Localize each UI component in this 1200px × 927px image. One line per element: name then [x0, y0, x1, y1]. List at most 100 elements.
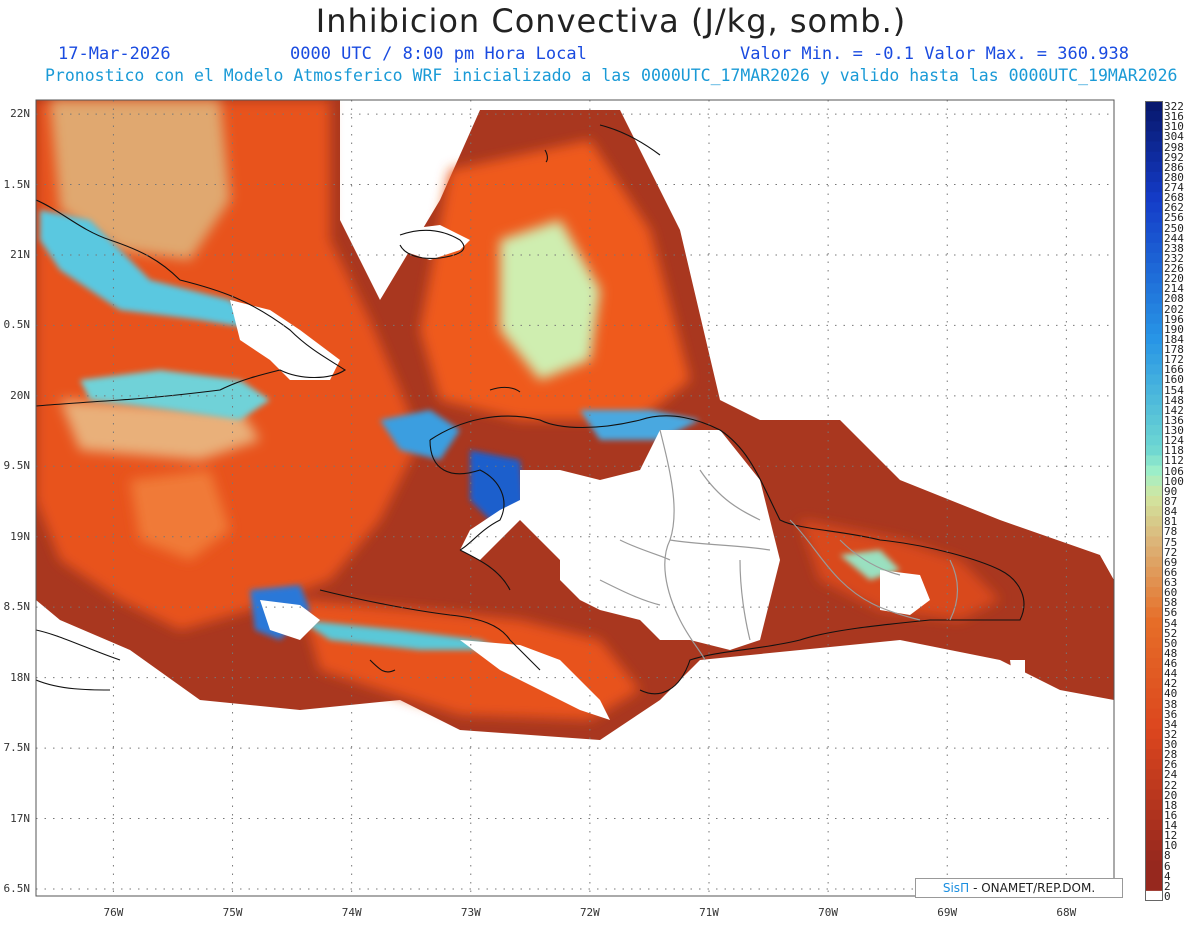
colorbar-swatch [1145, 647, 1163, 659]
nodata-east-ocean-mask [1100, 555, 1114, 580]
cin-field-cyan-south-haiti [300, 620, 500, 650]
colorbar-swatch [1145, 546, 1163, 558]
colorbar-swatch [1145, 495, 1163, 507]
colorbar-label: 292 [1164, 150, 1184, 164]
colorbar-label: 118 [1164, 444, 1184, 458]
colorbar-label: 58 [1164, 596, 1178, 610]
colorbar-label: 190 [1164, 322, 1184, 336]
colorbar-swatch [1145, 708, 1163, 720]
colorbar-swatch [1145, 688, 1163, 700]
colorbar-swatch [1145, 587, 1163, 598]
colorbar-label: 130 [1164, 424, 1184, 438]
colorbar-label: 18 [1164, 798, 1178, 812]
colorbar-swatch [1145, 597, 1163, 608]
lat-label: 19N [10, 529, 30, 543]
colorbar-label: 44 [1164, 667, 1178, 681]
colorbar-label: 238 [1164, 241, 1184, 255]
colorbar-swatch [1145, 101, 1163, 112]
nodata-east-dr [880, 570, 930, 615]
colorbar-swatch [1145, 506, 1163, 517]
colorbar-label: 8 [1164, 849, 1171, 863]
colorbar-label: 142 [1164, 403, 1184, 417]
colorbar-label: 10 [1164, 839, 1178, 853]
lat-label: 6.5N [3, 881, 31, 895]
colorbar-swatch [1145, 283, 1163, 295]
colorbar-label: 214 [1164, 282, 1184, 296]
colorbar-label: 148 [1164, 393, 1184, 407]
colorbar-swatch [1145, 384, 1163, 396]
colorbar-swatch [1145, 657, 1163, 669]
colorbar-swatch [1145, 273, 1163, 284]
colorbar-label: 256 [1164, 211, 1184, 225]
colorbar-swatch [1145, 728, 1163, 740]
colorbar-swatch [1145, 232, 1163, 244]
colorbar-swatch [1145, 718, 1163, 730]
colorbar-swatch [1145, 738, 1163, 750]
colorbar-label: 75 [1164, 535, 1178, 549]
colorbar-label: 16 [1164, 808, 1178, 822]
nodata-isla [1010, 660, 1025, 676]
colorbar-label: 298 [1164, 140, 1184, 154]
colorbar-swatch [1145, 890, 1163, 901]
colorbar-swatch [1145, 819, 1163, 831]
colorbar-swatch [1145, 668, 1163, 679]
colorbar-label: 34 [1164, 717, 1178, 731]
colorbar-label: 208 [1164, 292, 1184, 306]
colorbar-label: 22 [1164, 778, 1178, 792]
colorbar-label: 106 [1164, 464, 1184, 478]
colorbar-swatch [1145, 141, 1163, 153]
colorbar-label: 6 [1164, 859, 1171, 873]
colorbar-label: 90 [1164, 484, 1178, 498]
colorbar-swatch [1145, 880, 1163, 892]
colorbar-label: 2 [1164, 879, 1171, 893]
colorbar-swatch [1145, 425, 1163, 436]
colorbar-label: 30 [1164, 738, 1178, 752]
colorbar-swatch [1145, 242, 1163, 254]
colorbar-label: 78 [1164, 525, 1178, 539]
colorbar-swatch [1145, 759, 1163, 770]
colorbar-label: 166 [1164, 363, 1184, 377]
lat-label: 20N [10, 388, 30, 402]
nodata-cuba-east [230, 300, 340, 380]
nodata-haiti-tiburon [460, 640, 610, 720]
colorbar-label: 36 [1164, 707, 1178, 721]
colorbar-swatch [1145, 212, 1163, 224]
lon-label: 69W [937, 906, 958, 919]
lon-label: 73W [460, 906, 481, 919]
colorbar-label: 196 [1164, 312, 1184, 326]
colorbar-label: 84 [1164, 505, 1178, 519]
lon-label: 71W [699, 906, 719, 919]
lon-label: 75W [222, 906, 243, 919]
minmax-label: Valor Min. = -0.1 Valor Max. = 360.938 [740, 44, 1129, 64]
colorbar-label: 202 [1164, 302, 1184, 316]
colorbar-swatch [1145, 344, 1163, 355]
date-label: 17-Mar-2026 [58, 44, 171, 64]
colorbar-label: 28 [1164, 748, 1178, 762]
cin-field-tan-cuba [130, 470, 230, 560]
colorbar-label: 112 [1164, 454, 1184, 468]
colorbar-swatch [1145, 151, 1163, 163]
colorbar-label: 310 [1164, 120, 1184, 134]
colorbar-swatch [1145, 171, 1163, 183]
colorbar-swatch [1145, 749, 1163, 760]
colorbar-swatch [1145, 465, 1163, 477]
colorbar-swatch [1145, 617, 1163, 629]
lon-label: 72W [579, 906, 600, 919]
cin-field-light-north [500, 220, 600, 380]
colorbar-swatch [1145, 475, 1163, 487]
colorbar-label: 42 [1164, 677, 1178, 691]
colorbar [1145, 101, 1163, 901]
colorbar-label: 0 [1164, 889, 1171, 903]
credit-box: SisΠ - ONAMET/REP.DOM. [915, 878, 1123, 898]
colorbar-label: 160 [1164, 373, 1184, 387]
colorbar-swatch [1145, 789, 1163, 801]
colorbar-swatch [1145, 516, 1163, 527]
colorbar-swatch [1145, 445, 1163, 457]
colorbar-label: 154 [1164, 383, 1184, 397]
colorbar-swatch [1145, 202, 1163, 213]
colorbar-swatch [1145, 637, 1163, 649]
colorbar-swatch [1145, 809, 1163, 821]
gridlines [36, 100, 1114, 896]
colorbar-label: 32 [1164, 727, 1178, 741]
colorbar-label: 40 [1164, 687, 1178, 701]
